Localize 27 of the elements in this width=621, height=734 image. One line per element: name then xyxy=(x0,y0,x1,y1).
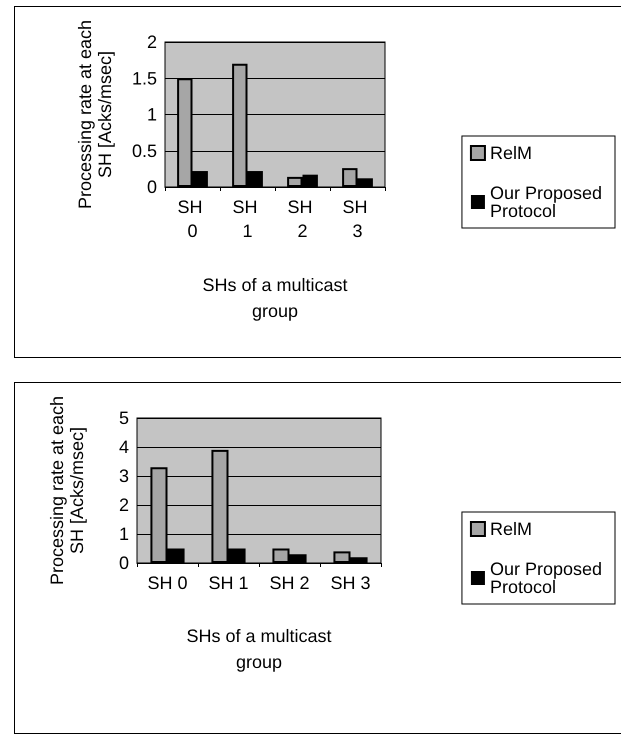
y-axis-title: Processing rate at each SH [Acks/msec] xyxy=(75,20,115,210)
x-tick-label: SH 1 xyxy=(208,573,249,593)
x-tick-label: SH 3 xyxy=(330,573,371,593)
y-tick-label: 0 xyxy=(146,177,157,197)
x-tick-label: SH 1 xyxy=(232,197,263,241)
x-tick-label: SH 0 xyxy=(177,197,208,241)
y-tick-label: 2 xyxy=(146,32,157,52)
x-tick-label: SH 2 xyxy=(269,573,310,593)
x-axis-title: SHs of a multicast group xyxy=(202,275,348,321)
y-tick-label: 4 xyxy=(118,437,129,457)
x-tick-label: SH 3 xyxy=(342,197,373,241)
legend-label: Our Proposed Protocol xyxy=(490,559,607,597)
x-tick-label: SH 0 xyxy=(147,573,188,593)
y-axis-title: Processing rate at each SH [Acks/msec] xyxy=(47,396,87,586)
legend-label: RelM xyxy=(490,519,532,539)
y-tick-label: 3 xyxy=(118,466,129,486)
legend-label: RelM xyxy=(490,143,532,163)
y-tick-label: 1 xyxy=(118,524,129,544)
y-tick-label: 0 xyxy=(118,553,129,573)
y-tick-label: 2 xyxy=(118,495,129,515)
y-tick-label: 1 xyxy=(146,104,157,124)
x-tick-label: SH 2 xyxy=(287,197,318,241)
y-tick-label: 5 xyxy=(118,408,129,428)
y-tick-label: 1.5 xyxy=(132,68,157,88)
x-axis-title: SHs of a multicast group xyxy=(186,626,332,672)
legend-label: Our Proposed Protocol xyxy=(490,183,607,221)
y-tick-label: 0.5 xyxy=(132,140,157,161)
